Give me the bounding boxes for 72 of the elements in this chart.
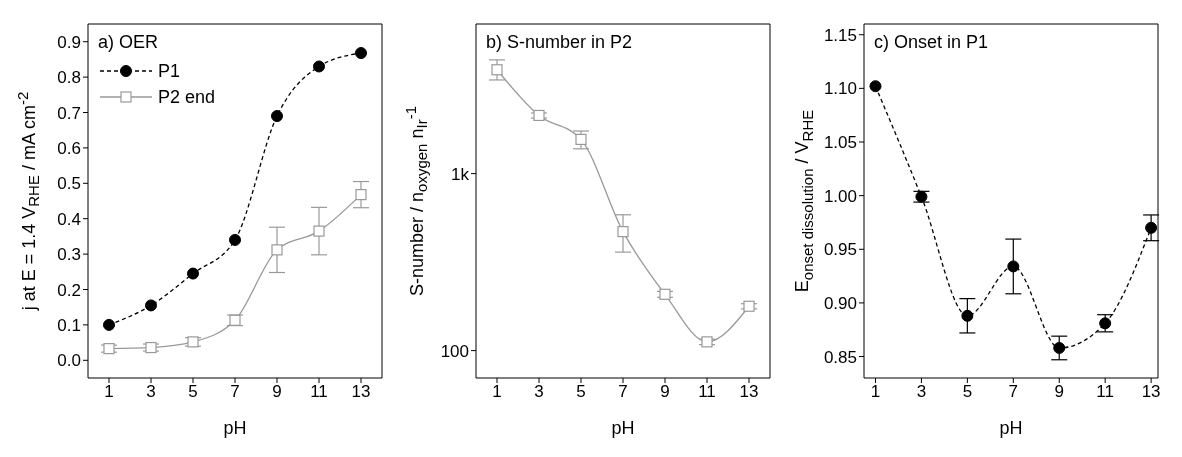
x-axis-title: pH bbox=[610, 418, 636, 439]
point bbox=[701, 336, 713, 348]
x-tick-label: 7 bbox=[230, 382, 240, 402]
x-tick-label: 5 bbox=[962, 382, 973, 402]
x-tick-label: 7 bbox=[1008, 382, 1019, 402]
x-tick-label: 1 bbox=[492, 382, 502, 402]
point bbox=[145, 341, 157, 354]
x-tick-label: 5 bbox=[576, 382, 586, 402]
y-tick-label: 0.0 bbox=[57, 351, 81, 371]
point bbox=[743, 300, 755, 312]
y-tick-label: 0.1 bbox=[57, 315, 81, 335]
y-tick-label: 1.15 bbox=[823, 25, 857, 45]
x-tick-label: 9 bbox=[660, 382, 670, 402]
x-tick-label: 1 bbox=[870, 382, 881, 402]
y-tick-label: 0.3 bbox=[57, 245, 81, 265]
y-tick-label: 100 bbox=[440, 341, 469, 361]
chart-title: a) OER bbox=[98, 32, 159, 53]
y-tick-label: 0.6 bbox=[57, 138, 81, 158]
x-tick-label: 13 bbox=[739, 382, 759, 402]
text: b) S-number in P2 bbox=[486, 32, 633, 53]
point bbox=[355, 189, 367, 201]
x-tick-label: 11 bbox=[310, 382, 328, 402]
point bbox=[355, 47, 367, 60]
x-tick-label: 1 bbox=[104, 382, 114, 402]
point bbox=[869, 80, 882, 93]
legend-label: P1 bbox=[158, 60, 181, 82]
point bbox=[659, 288, 671, 300]
y-tick-label: 0.8 bbox=[57, 68, 81, 88]
x-tick-label: 3 bbox=[916, 382, 927, 402]
y-tick-label: 0.9 bbox=[57, 32, 81, 52]
y-tick-label: 0.5 bbox=[57, 174, 81, 194]
y-tick-label: 0.2 bbox=[57, 280, 81, 300]
x-tick-label: 9 bbox=[1054, 382, 1064, 402]
legend-label: P2 end bbox=[158, 86, 216, 108]
y-tick-label: 1.00 bbox=[823, 186, 857, 206]
text: c) Onset in P1 bbox=[874, 32, 989, 53]
y-tick-label: 0.7 bbox=[57, 103, 81, 123]
x-tick-label: 3 bbox=[534, 382, 544, 402]
point bbox=[1007, 260, 1020, 273]
point bbox=[229, 233, 241, 246]
point bbox=[187, 267, 199, 280]
y-tick-label: 0.4 bbox=[57, 209, 81, 229]
point bbox=[1053, 341, 1066, 354]
y-tick-label: 0.85 bbox=[823, 347, 857, 367]
x-axis-title: pH bbox=[222, 418, 248, 439]
point bbox=[313, 60, 325, 73]
y-tick-label: 0.90 bbox=[823, 293, 857, 313]
y-tick-label: 1k bbox=[451, 164, 470, 184]
point bbox=[103, 343, 115, 355]
point bbox=[145, 299, 157, 312]
y-tick-label: 1.05 bbox=[823, 133, 857, 153]
point bbox=[961, 309, 974, 322]
point bbox=[271, 244, 283, 256]
point bbox=[491, 64, 503, 76]
x-tick-label: 5 bbox=[188, 382, 198, 402]
y-tick-label: 0.95 bbox=[823, 240, 857, 260]
point bbox=[271, 110, 283, 123]
x-tick-label: 11 bbox=[1096, 382, 1114, 402]
point bbox=[575, 133, 587, 145]
y-tick-label: 1.10 bbox=[823, 79, 857, 99]
point bbox=[313, 225, 325, 237]
x-tick-label: 11 bbox=[698, 382, 716, 402]
x-tick-label: 13 bbox=[1141, 382, 1161, 402]
x-tick-label: 7 bbox=[618, 382, 628, 402]
point bbox=[1145, 221, 1158, 234]
point bbox=[103, 318, 115, 331]
x-tick-label: 3 bbox=[146, 382, 156, 402]
x-tick-label: 13 bbox=[351, 382, 371, 402]
point bbox=[617, 226, 629, 238]
point bbox=[533, 109, 545, 122]
x-axis-title: pH bbox=[998, 418, 1024, 439]
x-tick-label: 9 bbox=[272, 382, 282, 402]
